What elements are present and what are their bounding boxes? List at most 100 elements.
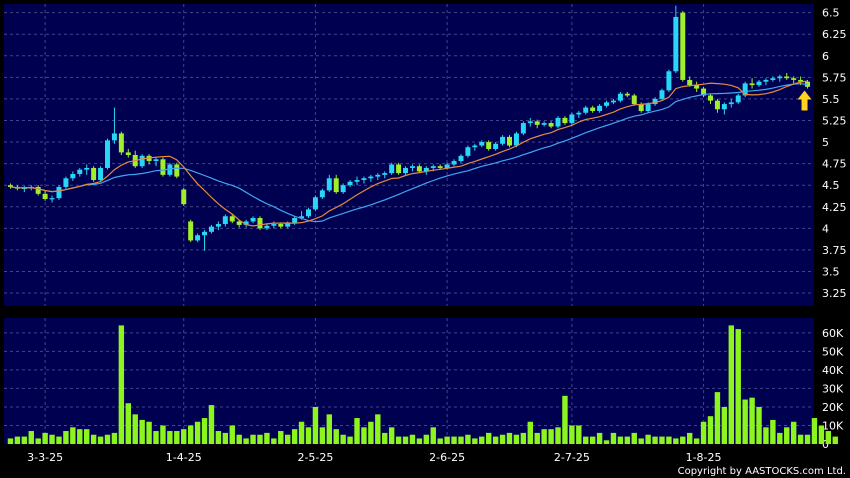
volume-bar <box>181 429 187 444</box>
price-tick-label: 6 <box>822 50 829 63</box>
candle-body <box>624 93 630 96</box>
volume-bar <box>402 436 409 444</box>
candle-body <box>555 117 561 127</box>
candle-body <box>666 71 672 91</box>
volume-tick-label: 50K <box>822 345 844 358</box>
volume-bar <box>770 419 776 444</box>
volume-bar <box>631 432 637 444</box>
volume-bar <box>534 432 540 444</box>
price-tick-label: 5.25 <box>822 114 847 127</box>
volume-bars <box>7 325 838 444</box>
volume-bar <box>70 427 76 444</box>
candle-body <box>125 152 131 155</box>
volume-bar <box>714 392 721 444</box>
candle-body <box>181 189 187 205</box>
volume-bar <box>444 436 450 444</box>
volume-bar <box>250 434 256 444</box>
volume-bar <box>319 427 326 444</box>
candle-body <box>91 167 97 181</box>
volume-tick-label: 10K <box>822 419 844 432</box>
volume-bar <box>562 395 568 444</box>
candle-body <box>382 173 388 175</box>
candle-body <box>659 90 665 99</box>
price-tick-label: 3.75 <box>822 244 847 257</box>
price-panel: 6.5 6.25 6 5.75 5.5 5.25 5 4.75 4.5 4.25 4 3.75 3.5 3… <box>4 4 847 306</box>
candle-body <box>354 180 360 182</box>
candle-body <box>84 167 90 170</box>
candle-body <box>361 178 367 181</box>
candle-body <box>326 178 332 191</box>
candle-body <box>389 164 395 174</box>
candle-body <box>784 76 790 79</box>
volume-bar <box>264 432 270 444</box>
arrow-shape <box>797 90 812 111</box>
candle-body <box>791 78 797 80</box>
candle-body <box>264 225 270 229</box>
candle-body <box>520 123 526 134</box>
candle-body <box>617 93 623 101</box>
volume-bar <box>291 429 298 444</box>
volume-bar <box>458 436 464 444</box>
candle-body <box>763 79 769 82</box>
volume-bar <box>208 405 215 444</box>
candle-body <box>534 121 540 125</box>
volume-panel: 60K 50K 40K 30K 20K 10K 0 <box>4 318 844 451</box>
candle-body <box>493 143 499 149</box>
price-tick-label: 4.25 <box>822 201 847 214</box>
volume-bar <box>7 438 14 444</box>
volume-bar <box>472 438 478 444</box>
candle-body <box>7 185 13 187</box>
candle-body <box>597 105 603 111</box>
date-tick-label: 1-8-25 <box>686 451 722 464</box>
volume-bar <box>111 432 118 444</box>
volume-bar <box>832 436 838 444</box>
volume-bar <box>624 436 631 444</box>
candle-body <box>35 186 41 194</box>
candle-body <box>770 78 776 80</box>
date-tick-label: 2-5-25 <box>297 451 333 464</box>
volume-bar <box>430 427 436 444</box>
volume-bar <box>687 432 693 444</box>
volume-tick-label: 0 <box>822 438 829 451</box>
candle-body <box>507 136 512 146</box>
volume-bar <box>465 434 471 444</box>
candle-body <box>472 145 478 148</box>
volume-bar <box>382 432 388 444</box>
volume-bar <box>340 434 346 444</box>
candle-body <box>167 164 173 175</box>
price-tick-label: 6.25 <box>822 28 847 41</box>
volume-tick-label: 40K <box>822 364 844 377</box>
candle-body <box>271 224 277 226</box>
volume-bar <box>527 421 533 444</box>
volume-bar <box>42 432 48 444</box>
price-tick-label: 3.25 <box>822 287 847 300</box>
candle-body <box>701 88 707 96</box>
volume-bar <box>84 429 90 444</box>
volume-bar <box>645 434 651 444</box>
candle-body <box>77 169 83 174</box>
volume-bar <box>132 414 138 444</box>
volume-tick-label: 20K <box>822 401 844 414</box>
candle-body <box>590 107 596 111</box>
candle-body <box>735 95 741 103</box>
volume-bar <box>361 427 367 444</box>
volume-bar <box>305 427 312 444</box>
candle-body <box>610 100 616 103</box>
candle-body <box>444 164 450 168</box>
candle-body <box>229 216 235 222</box>
copyright-text: Copyright by AASTOCKS.com Ltd. <box>678 466 846 477</box>
volume-bar <box>576 425 582 444</box>
candle-body <box>756 81 762 86</box>
volume-bar <box>35 438 41 444</box>
candle-body <box>728 102 734 105</box>
volume-bar <box>167 431 173 444</box>
moving-average-short <box>10 80 808 227</box>
volume-bar <box>596 432 603 444</box>
volume-bar <box>28 431 34 444</box>
candle-body <box>292 217 298 224</box>
volume-bar <box>437 438 443 444</box>
price-tick-label: 3.5 <box>822 265 840 278</box>
volume-bar <box>187 425 194 444</box>
volume-bar <box>603 440 610 444</box>
candle-body <box>98 167 104 181</box>
